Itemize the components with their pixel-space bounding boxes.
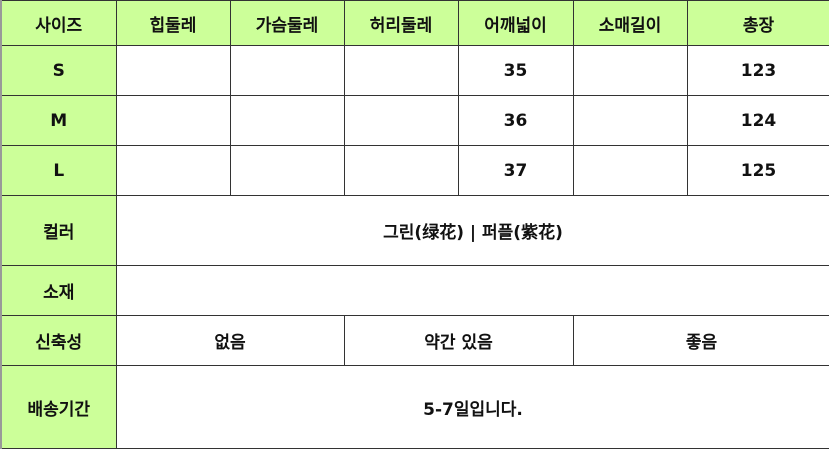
material-value xyxy=(115,265,829,316)
sleeve-cell xyxy=(572,95,688,146)
delivery-row: 배송기간 5-7일입니다. xyxy=(0,365,829,449)
color-row: 컬러 그린(绿花) | 퍼플(紫花) xyxy=(0,195,829,266)
delivery-label: 배송기간 xyxy=(0,365,117,449)
header-shoulder: 어깨넓이 xyxy=(457,0,574,46)
size-label: L xyxy=(0,145,117,196)
stretch-label: 신축성 xyxy=(0,315,117,366)
header-row: 사이즈 힙둘레 가슴둘레 허리둘레 어깨넓이 소매길이 총장 xyxy=(0,0,829,46)
length-cell: 123 xyxy=(686,45,829,96)
waist-cell xyxy=(343,145,459,196)
header-size: 사이즈 xyxy=(0,0,117,46)
size-label: S xyxy=(0,45,117,96)
stretch-none: 없음 xyxy=(115,315,345,366)
table-row: M 36 124 xyxy=(0,95,829,146)
shoulder-cell: 35 xyxy=(457,45,574,96)
material-row: 소재 xyxy=(0,265,829,316)
header-chest: 가슴둘레 xyxy=(229,0,345,46)
length-cell: 124 xyxy=(686,95,829,146)
chest-cell xyxy=(229,95,345,146)
header-length: 총장 xyxy=(686,0,829,46)
header-waist: 허리둘레 xyxy=(343,0,459,46)
delivery-value: 5-7일입니다. xyxy=(115,365,829,449)
size-label: M xyxy=(0,95,117,146)
hip-cell xyxy=(115,45,231,96)
color-label: 컬러 xyxy=(0,195,117,266)
shoulder-cell: 37 xyxy=(457,145,574,196)
header-sleeve: 소매길이 xyxy=(572,0,688,46)
hip-cell xyxy=(115,145,231,196)
table-row: S 35 123 xyxy=(0,45,829,96)
stretch-slight: 약간 있음 xyxy=(343,315,574,366)
waist-cell xyxy=(343,95,459,146)
hip-cell xyxy=(115,95,231,146)
shoulder-cell: 36 xyxy=(457,95,574,146)
stretch-good: 좋음 xyxy=(572,315,829,366)
stretch-row: 신축성 없음 약간 있음 좋음 xyxy=(0,315,829,366)
chest-cell xyxy=(229,45,345,96)
length-cell: 125 xyxy=(686,145,829,196)
material-label: 소재 xyxy=(0,265,117,316)
sleeve-cell xyxy=(572,45,688,96)
table-row: L 37 125 xyxy=(0,145,829,196)
chest-cell xyxy=(229,145,345,196)
color-value: 그린(绿花) | 퍼플(紫花) xyxy=(115,195,829,266)
waist-cell xyxy=(343,45,459,96)
header-hip: 힙둘레 xyxy=(115,0,231,46)
sleeve-cell xyxy=(572,145,688,196)
